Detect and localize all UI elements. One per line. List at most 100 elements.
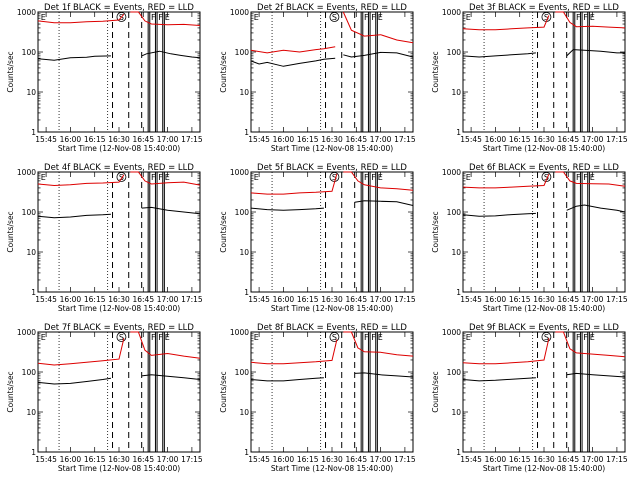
marker-label: S bbox=[332, 173, 337, 182]
marker-label: F bbox=[151, 173, 156, 182]
marker-label: F bbox=[158, 333, 163, 342]
panel-2: Det 2f BLACK = Events, RED = LLD 1 10 100 10… bbox=[219, 3, 416, 153]
y-tick-label: 10 bbox=[26, 408, 36, 417]
y-tick-label: 100 bbox=[447, 48, 462, 57]
x-tick-label: 16:00 bbox=[273, 135, 295, 144]
y-axis-label: Counts/sec bbox=[219, 51, 228, 92]
x-tick-label: 16:00 bbox=[60, 455, 82, 464]
x-tick-label: 16:30 bbox=[321, 135, 343, 144]
series-line-lld bbox=[37, 13, 125, 24]
series-line-events bbox=[250, 377, 324, 382]
y-tick-label: 1000 bbox=[230, 328, 249, 337]
series-line-events bbox=[343, 51, 414, 58]
marker-label: F bbox=[151, 333, 156, 342]
x-axis-label: Start Time (12-Nov-08 15:40:00) bbox=[271, 304, 393, 313]
x-tick-label: 15:45 bbox=[248, 295, 270, 304]
marker-label: F bbox=[158, 13, 163, 22]
marker-label: E bbox=[378, 173, 383, 182]
y-tick-label: 1000 bbox=[442, 8, 461, 17]
y-axis-label: Counts/sec bbox=[431, 51, 440, 92]
marker-label: E bbox=[378, 333, 383, 342]
x-tick-label: 16:15 bbox=[84, 455, 106, 464]
marker-label: S bbox=[332, 13, 337, 22]
marker-label: E bbox=[41, 333, 46, 342]
x-tick-label: 16:30 bbox=[321, 295, 343, 304]
panel-title: Det 4f BLACK = Events, RED = LLD bbox=[44, 163, 194, 173]
y-tick-label: 1 bbox=[456, 128, 461, 137]
y-tick-label: 10 bbox=[451, 88, 461, 97]
panel-title: Det 3f BLACK = Events, RED = LLD bbox=[469, 3, 619, 13]
panel-title: Det 6f BLACK = Events, RED = LLD bbox=[469, 163, 619, 173]
x-tick-label: 16:15 bbox=[84, 295, 106, 304]
x-axis-label: Start Time (12-Nov-08 15:40:00) bbox=[271, 464, 393, 473]
marker-label: E bbox=[590, 173, 595, 182]
marker-circle bbox=[329, 332, 340, 342]
y-axis-label: Counts/sec bbox=[6, 211, 15, 252]
marker-label: F bbox=[158, 173, 163, 182]
marker-label: E bbox=[590, 13, 595, 22]
x-tick-label: 16:45 bbox=[557, 455, 579, 464]
series-line-lld bbox=[555, 331, 626, 358]
series-line-lld bbox=[555, 11, 626, 29]
x-tick-label: 16:30 bbox=[108, 295, 130, 304]
marker-label: F bbox=[576, 13, 581, 22]
series-line-events bbox=[141, 50, 201, 59]
x-tick-label: 16:30 bbox=[321, 455, 343, 464]
marker-label: E bbox=[165, 173, 170, 182]
x-axis-label: Start Time (12-Nov-08 15:40:00) bbox=[483, 304, 605, 313]
y-tick-label: 1 bbox=[244, 128, 249, 137]
marker-label: S bbox=[544, 333, 549, 342]
series-line-events bbox=[566, 49, 625, 57]
x-tick-label: 16:30 bbox=[108, 135, 130, 144]
x-axis-label: Start Time (12-Nov-08 15:40:00) bbox=[58, 304, 180, 313]
series-line-events bbox=[566, 372, 626, 378]
panel-title: Det 2f BLACK = Events, RED = LLD bbox=[257, 3, 407, 13]
x-tick-label: 17:00 bbox=[157, 455, 179, 464]
series-line-events bbox=[250, 207, 324, 211]
panel-8: Det 8f BLACK = Events, RED = LLD 1 10 100 10… bbox=[219, 323, 416, 473]
plot-frame bbox=[37, 331, 201, 453]
series-line-lld bbox=[462, 174, 550, 189]
marker-label: E bbox=[466, 333, 471, 342]
x-tick-label: 16:15 bbox=[509, 295, 531, 304]
x-tick-label: 16:15 bbox=[84, 135, 106, 144]
y-tick-label: 1 bbox=[244, 448, 249, 457]
marker-label: F bbox=[364, 173, 369, 182]
y-tick-label: 100 bbox=[447, 368, 462, 377]
marker-label: E bbox=[41, 13, 46, 22]
x-tick-label: 17:00 bbox=[370, 455, 392, 464]
x-tick-label: 16:00 bbox=[485, 135, 507, 144]
y-tick-label: 100 bbox=[235, 208, 250, 217]
x-tick-label: 17:15 bbox=[181, 135, 203, 144]
y-tick-label: 1 bbox=[31, 288, 36, 297]
marker-label: E bbox=[254, 333, 259, 342]
x-tick-label: 17:15 bbox=[394, 295, 416, 304]
panel-4: Det 4f BLACK = Events, RED = LLD 1 10 100 10… bbox=[6, 163, 203, 313]
x-tick-label: 15:45 bbox=[35, 135, 57, 144]
marker-circle bbox=[329, 12, 340, 22]
x-tick-label: 16:15 bbox=[297, 295, 319, 304]
panel-title: Det 7f BLACK = Events, RED = LLD bbox=[44, 323, 194, 333]
y-axis-label: Counts/sec bbox=[6, 371, 15, 412]
y-tick-label: 1000 bbox=[230, 168, 249, 177]
x-tick-label: 16:45 bbox=[557, 135, 579, 144]
marker-label: F bbox=[371, 173, 376, 182]
series-line-lld bbox=[130, 11, 201, 26]
x-tick-label: 16:15 bbox=[297, 455, 319, 464]
x-tick-label: 17:00 bbox=[582, 295, 604, 304]
marker-label: S bbox=[544, 173, 549, 182]
x-tick-label: 16:15 bbox=[509, 455, 531, 464]
panel-9: Det 9f BLACK = Events, RED = LLD 1 10 100 10… bbox=[431, 323, 628, 473]
x-tick-label: 16:30 bbox=[108, 455, 130, 464]
x-tick-label: 16:15 bbox=[297, 135, 319, 144]
panel-7: Det 7f BLACK = Events, RED = LLD 1 10 100 10… bbox=[6, 323, 203, 473]
marker-label: E bbox=[165, 333, 170, 342]
x-axis-label: Start Time (12-Nov-08 15:40:00) bbox=[483, 464, 605, 473]
series-line-events bbox=[37, 213, 111, 219]
x-axis-label: Start Time (12-Nov-08 15:40:00) bbox=[483, 144, 605, 153]
marker-label: E bbox=[590, 333, 595, 342]
y-axis-label: Counts/sec bbox=[431, 211, 440, 252]
y-tick-label: 100 bbox=[22, 208, 37, 217]
x-tick-label: 16:45 bbox=[132, 295, 154, 304]
marker-label: F bbox=[576, 333, 581, 342]
